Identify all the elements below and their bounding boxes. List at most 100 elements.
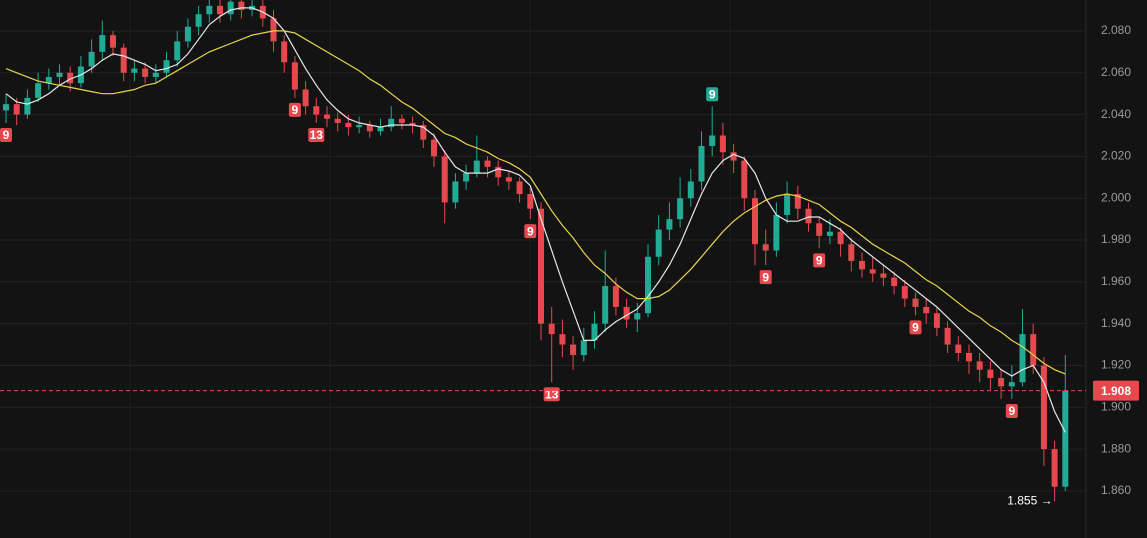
candle-body <box>516 181 523 195</box>
candle-body <box>152 72 159 77</box>
candle-body <box>398 118 405 123</box>
candle-body <box>270 18 277 42</box>
td-label-box <box>759 270 772 285</box>
candle-body <box>933 313 940 328</box>
candle-body <box>184 26 191 42</box>
candle-body <box>281 41 288 63</box>
candle-body <box>3 104 9 111</box>
td-label-box <box>288 102 301 117</box>
candle-body <box>912 298 919 307</box>
candle-body <box>505 177 512 182</box>
candle-body <box>452 181 459 203</box>
candle-body <box>56 72 63 77</box>
candle-body <box>859 260 865 270</box>
candle-body <box>473 160 480 174</box>
candle-body <box>826 231 833 236</box>
td-label: 13 <box>545 387 559 401</box>
candle-body <box>1051 449 1058 487</box>
y-tick-label: 1.920 <box>1101 358 1131 372</box>
candle-body <box>570 344 577 356</box>
td-label: 9 <box>762 270 769 284</box>
candle-body <box>538 208 544 324</box>
candle-body <box>291 62 298 90</box>
td-label-box <box>813 253 826 268</box>
y-tick-label: 2.040 <box>1101 107 1131 121</box>
candle-body <box>24 97 31 115</box>
y-tick-label: 1.940 <box>1101 316 1131 330</box>
candle-body <box>794 194 801 209</box>
candle-body <box>420 125 427 140</box>
candle-body <box>163 60 170 73</box>
candle-body <box>120 47 127 73</box>
candle-body <box>891 277 898 287</box>
candle-body <box>837 231 844 245</box>
td-label: 9 <box>912 320 919 334</box>
candle-body <box>1030 334 1037 366</box>
candle-body <box>805 208 812 224</box>
candle-body <box>880 273 887 278</box>
y-tick-label: 2.080 <box>1101 23 1131 37</box>
td-label: 13 <box>310 128 324 142</box>
candle-body <box>463 173 470 182</box>
last-price-box <box>1093 380 1139 401</box>
candle-body <box>227 1 234 15</box>
candle-body <box>388 118 395 128</box>
candle-body <box>302 89 309 107</box>
y-tick-label: 1.860 <box>1101 483 1131 497</box>
candle-body <box>345 122 352 128</box>
candle-body <box>762 244 769 251</box>
candle-body <box>45 76 52 84</box>
td-label: 9 <box>1008 404 1015 418</box>
candle-body <box>741 160 748 199</box>
candle-body <box>366 125 373 132</box>
y-tick-label: 1.900 <box>1101 399 1131 413</box>
candle-body <box>709 135 716 146</box>
candle-body <box>698 145 705 182</box>
low-annotation: 1.855 → <box>1007 494 1052 508</box>
candle-body <box>431 139 437 157</box>
candle-body <box>623 306 630 320</box>
candle-body <box>88 51 95 67</box>
candle-body <box>816 223 823 236</box>
candle-body <box>784 194 791 215</box>
candle-body <box>131 68 138 73</box>
td-label: 9 <box>527 224 534 238</box>
candle-body <box>752 198 758 245</box>
candle-body <box>484 160 491 167</box>
candle-body <box>409 122 416 126</box>
candle-body <box>730 152 737 161</box>
candle-body <box>527 194 534 209</box>
td-label-box <box>1005 403 1018 418</box>
candle-body <box>559 334 566 345</box>
candle-body <box>238 1 245 11</box>
candle-body <box>848 244 855 261</box>
candle-body <box>719 135 726 153</box>
candle-body <box>645 256 651 314</box>
candle-body <box>13 104 20 115</box>
candle-body <box>99 35 106 52</box>
td-label: 9 <box>3 128 10 142</box>
candle-body <box>142 68 149 77</box>
moving-average <box>5 30 1066 375</box>
y-tick-label: 1.880 <box>1101 441 1131 455</box>
candle-body <box>356 125 363 128</box>
y-tick-label: 1.980 <box>1101 232 1131 246</box>
td-label: 9 <box>709 87 716 101</box>
candle-body <box>217 5 223 15</box>
candle-body <box>602 286 609 324</box>
candle-body <box>313 106 320 115</box>
td-label: 9 <box>292 103 299 117</box>
candle-body <box>324 114 330 119</box>
candle-body <box>580 340 587 356</box>
candle-body <box>206 5 213 15</box>
candle-body <box>1040 365 1047 450</box>
candle-body <box>634 313 641 320</box>
candle-body <box>441 156 448 203</box>
y-tick-label: 1.960 <box>1101 274 1131 288</box>
candle-body <box>1062 390 1069 487</box>
candle-body <box>334 118 341 123</box>
candle-body <box>655 229 662 257</box>
